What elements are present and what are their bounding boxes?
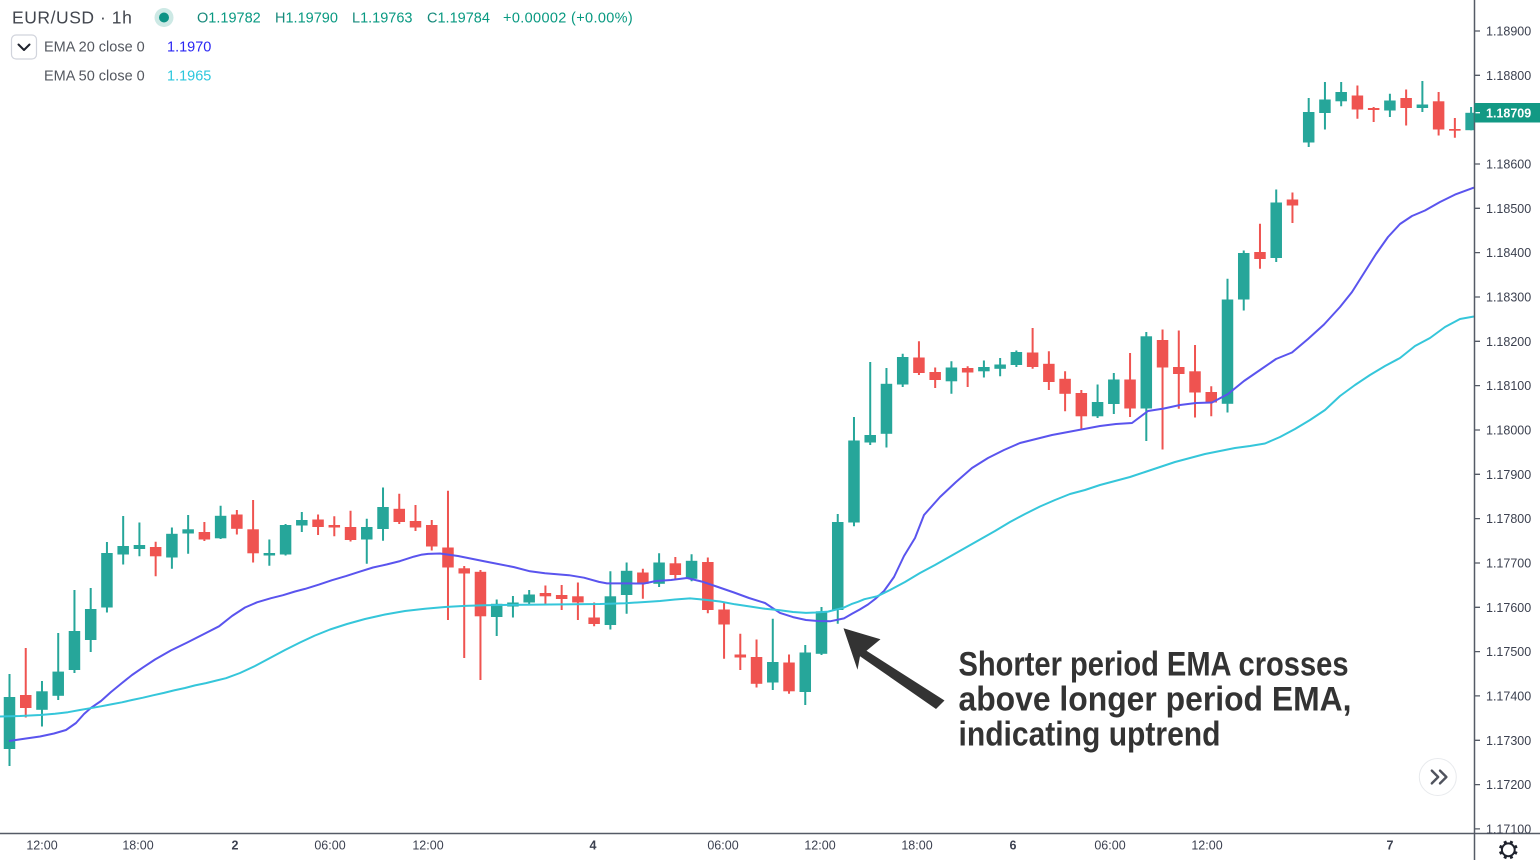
svg-text:12:00: 12:00 bbox=[412, 839, 443, 853]
svg-text:1.1965: 1.1965 bbox=[167, 69, 211, 85]
svg-text:1.17100: 1.17100 bbox=[1486, 822, 1531, 836]
svg-text:06:00: 06:00 bbox=[707, 839, 738, 853]
svg-text:H1.19790: H1.19790 bbox=[275, 11, 338, 27]
svg-text:O1.19782: O1.19782 bbox=[197, 11, 261, 27]
svg-text:indicating uptrend: indicating uptrend bbox=[959, 715, 1221, 753]
svg-text:06:00: 06:00 bbox=[314, 839, 345, 853]
svg-text:7: 7 bbox=[1387, 839, 1394, 853]
svg-text:1.17400: 1.17400 bbox=[1486, 689, 1531, 703]
svg-text:18:00: 18:00 bbox=[901, 839, 932, 853]
svg-text:1.17800: 1.17800 bbox=[1486, 512, 1531, 526]
svg-text:1.18000: 1.18000 bbox=[1486, 424, 1531, 438]
svg-text:1.17700: 1.17700 bbox=[1486, 557, 1531, 571]
svg-text:12:00: 12:00 bbox=[26, 839, 57, 853]
svg-text:1.17200: 1.17200 bbox=[1486, 778, 1531, 792]
svg-text:1.18600: 1.18600 bbox=[1486, 158, 1531, 172]
svg-text:C1.19784: C1.19784 bbox=[427, 11, 490, 27]
svg-text:1.18500: 1.18500 bbox=[1486, 202, 1531, 216]
svg-text:1.17300: 1.17300 bbox=[1486, 734, 1531, 748]
svg-text:1.17500: 1.17500 bbox=[1486, 645, 1531, 659]
svg-text:1.1970: 1.1970 bbox=[167, 40, 211, 56]
svg-text:EMA 20 close 0: EMA 20 close 0 bbox=[44, 40, 145, 56]
svg-text:Shorter period EMA crosses: Shorter period EMA crosses bbox=[959, 645, 1349, 683]
svg-text:+0.00002 (+0.00%): +0.00002 (+0.00%) bbox=[503, 11, 633, 27]
svg-text:6: 6 bbox=[1010, 839, 1017, 853]
svg-text:1.18200: 1.18200 bbox=[1486, 335, 1531, 349]
svg-text:18:00: 18:00 bbox=[122, 839, 153, 853]
svg-text:1.17600: 1.17600 bbox=[1486, 601, 1531, 615]
svg-text:2: 2 bbox=[232, 839, 239, 853]
svg-text:1.18400: 1.18400 bbox=[1486, 246, 1531, 260]
svg-text:1.18100: 1.18100 bbox=[1486, 379, 1531, 393]
svg-text:1.18800: 1.18800 bbox=[1486, 69, 1531, 83]
svg-text:1.17900: 1.17900 bbox=[1486, 468, 1531, 482]
svg-text:L1.19763: L1.19763 bbox=[352, 11, 413, 27]
svg-text:12:00: 12:00 bbox=[804, 839, 835, 853]
svg-text:1.18300: 1.18300 bbox=[1486, 291, 1531, 305]
svg-text:EUR/USD · 1h: EUR/USD · 1h bbox=[12, 8, 132, 28]
svg-text:12:00: 12:00 bbox=[1191, 839, 1222, 853]
svg-text:1.18900: 1.18900 bbox=[1486, 25, 1531, 39]
svg-text:4: 4 bbox=[590, 839, 597, 853]
svg-text:1.18709: 1.18709 bbox=[1486, 106, 1531, 120]
svg-text:above longer period EMA,: above longer period EMA, bbox=[959, 680, 1352, 718]
svg-text:06:00: 06:00 bbox=[1094, 839, 1125, 853]
svg-text:EMA 50 close 0: EMA 50 close 0 bbox=[44, 69, 145, 85]
